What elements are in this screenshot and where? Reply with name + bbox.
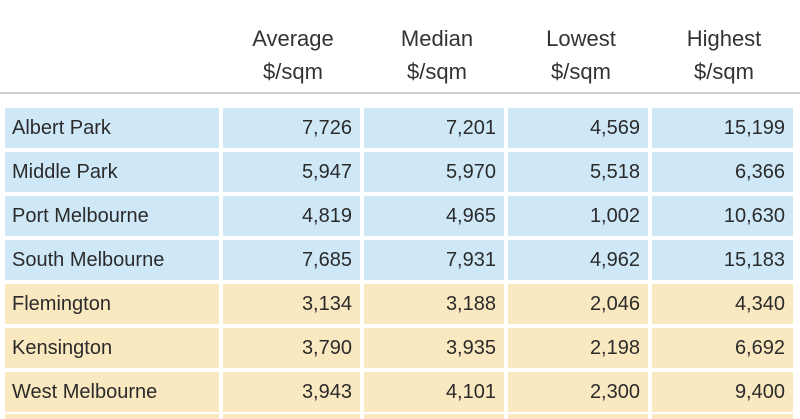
lowest-value: 5,518 [508,152,648,192]
column-header-lowest: Lowest $/sqm [516,22,646,88]
lowest-value: 2,198 [508,328,648,368]
median-value: 4,965 [364,196,504,236]
highest-value: 4,340 [652,284,793,324]
suburb-label: South Melbourne [5,240,219,280]
highest-value: 15,199 [652,108,793,148]
median-value: 5,970 [364,152,504,192]
lowest-value: 1,002 [508,196,648,236]
column-header-average: Average $/sqm [228,22,358,88]
suburb-label: West Melbourne [5,372,219,412]
average-value: 3,943 [223,372,360,412]
lowest-value: 4,569 [508,108,648,148]
average-value: 7,726 [223,108,360,148]
average-value: 4,819 [223,196,360,236]
median-value: 7,201 [364,108,504,148]
lowest-value: 2,046 [508,284,648,324]
suburb-label: Kensington [5,328,219,368]
column-header-line1: Lowest [546,26,616,51]
table-row: Albert Park 7,726 7,201 4,569 15,199 [0,108,800,152]
column-header-line2: $/sqm [407,59,467,84]
table-row: Flemington 3,134 3,188 2,046 4,340 [0,284,800,328]
table-row: West Melbourne 3,943 4,101 2,300 9,400 [0,372,800,416]
table-row-edge [364,414,504,419]
highest-value: 6,366 [652,152,793,192]
highest-value: 9,400 [652,372,793,412]
column-header-highest: Highest $/sqm [659,22,789,88]
highest-value: 6,692 [652,328,793,368]
table-row-edge [223,414,360,419]
suburb-label: Middle Park [5,152,219,192]
table-row: Kensington 3,790 3,935 2,198 6,692 [0,328,800,372]
highest-value: 10,630 [652,196,793,236]
column-header-line2: $/sqm [263,59,323,84]
column-header-median: Median $/sqm [372,22,502,88]
suburb-label: Albert Park [5,108,219,148]
table-row: South Melbourne 7,685 7,931 4,962 15,183 [0,240,800,284]
median-value: 4,101 [364,372,504,412]
table-row-edge [652,414,793,419]
lowest-value: 4,962 [508,240,648,280]
median-value: 3,188 [364,284,504,324]
column-header-line1: Average [252,26,334,51]
column-header-line1: Median [400,26,474,51]
column-header-line1: Highest [686,26,762,51]
median-value: 7,931 [364,240,504,280]
table-row: Port Melbourne 4,819 4,965 1,002 10,630 [0,196,800,240]
highest-value: 15,183 [652,240,793,280]
table-row-edge [508,414,648,419]
table-body: Albert Park 7,726 7,201 4,569 15,199 Middle P… [0,108,800,416]
suburb-label: Flemington [5,284,219,324]
average-value: 3,790 [223,328,360,368]
median-value: 3,935 [364,328,504,368]
average-value: 3,134 [223,284,360,324]
column-header-line2: $/sqm [694,59,754,84]
table-header: Average $/sqm Median $/sqm Lowest $/sqm … [0,0,800,94]
suburb-label: Port Melbourne [5,196,219,236]
average-value: 5,947 [223,152,360,192]
table-row-edge [5,414,219,419]
average-value: 7,685 [223,240,360,280]
table-row: Middle Park 5,947 5,970 5,518 6,366 [0,152,800,196]
column-header-line2: $/sqm [551,59,611,84]
lowest-value: 2,300 [508,372,648,412]
